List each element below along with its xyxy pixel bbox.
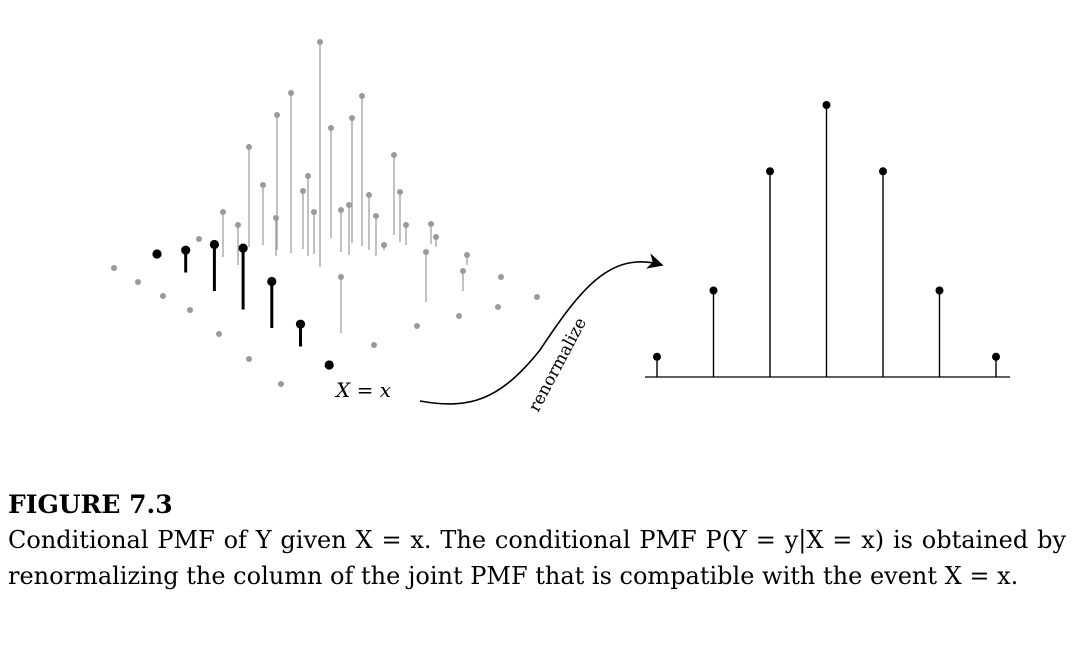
- joint-pmf-point: [381, 242, 387, 248]
- joint-pmf-point: [160, 293, 166, 299]
- joint-pmf-point: [534, 294, 540, 300]
- x-equals-label: X = x: [334, 378, 391, 402]
- joint-pmf-point: [373, 213, 379, 219]
- joint-pmf-point: [397, 189, 403, 195]
- joint-pmf-point: [346, 202, 352, 208]
- caption-body: Conditional PMF of Y given X = x. The co…: [8, 526, 1066, 590]
- joint-pmf-point: [311, 209, 317, 215]
- highlighted-point: [152, 249, 162, 259]
- conditional-pmf-point: [653, 352, 661, 361]
- joint-pmf-point: [456, 313, 462, 319]
- conditional-pmf-stems: [645, 101, 1010, 378]
- highlighted-point: [267, 276, 277, 287]
- joint-pmf-point: [328, 125, 334, 131]
- conditional-pmf-point: [992, 352, 1000, 361]
- joint-pmf-point: [460, 268, 466, 274]
- highlighted-point: [238, 243, 248, 253]
- joint-pmf-point: [246, 144, 252, 150]
- joint-pmf-point: [220, 209, 226, 215]
- joint-pmf-point: [359, 93, 365, 99]
- highlighted-point: [295, 319, 306, 329]
- conditional-pmf-point: [879, 167, 887, 176]
- joint-pmf-point: [464, 252, 470, 258]
- joint-pmf-point: [428, 221, 434, 227]
- joint-pmf-point: [187, 307, 193, 313]
- joint-pmf-point: [111, 265, 117, 271]
- joint-pmf-point: [317, 39, 323, 45]
- joint-pmf-point: [403, 222, 409, 228]
- conditional-pmf-point: [709, 286, 718, 295]
- caption-title: FIGURE 7.3: [8, 490, 173, 519]
- joint-pmf-point: [135, 279, 141, 285]
- joint-pmf-point: [349, 115, 355, 121]
- highlighted-point: [324, 360, 334, 370]
- joint-pmf-point: [433, 234, 439, 240]
- conditional-pmf-point: [822, 101, 831, 109]
- joint-pmf-point: [391, 152, 397, 158]
- joint-pmf-stems: [111, 39, 540, 387]
- renormalize-label: renormalize: [525, 314, 591, 415]
- highlighted-point: [181, 245, 191, 255]
- joint-pmf-point: [338, 274, 344, 280]
- joint-pmf-point: [414, 323, 420, 329]
- joint-pmf-point: [371, 342, 377, 348]
- joint-pmf-point: [235, 222, 241, 228]
- joint-pmf-point: [423, 249, 429, 255]
- conditional-pmf-point: [766, 167, 774, 176]
- joint-pmf-point: [300, 188, 306, 194]
- joint-pmf-point: [338, 207, 344, 213]
- figure-caption: FIGURE 7.3 Conditional PMF of Y given X …: [8, 488, 1066, 594]
- figure-diagram: X = x renormalize: [111, 39, 1010, 415]
- highlighted-point: [209, 239, 219, 250]
- joint-pmf-point: [260, 182, 266, 188]
- joint-pmf-point: [495, 304, 501, 310]
- joint-pmf-point: [196, 236, 202, 242]
- joint-pmf-point: [273, 215, 279, 221]
- joint-pmf-point: [366, 192, 372, 198]
- joint-pmf-point: [216, 331, 222, 337]
- highlighted-column-stems: [152, 239, 334, 370]
- conditional-pmf-point: [935, 286, 944, 295]
- joint-pmf-point: [288, 90, 294, 96]
- joint-pmf-point: [246, 356, 252, 362]
- joint-pmf-point: [305, 173, 311, 179]
- joint-pmf-point: [278, 381, 284, 387]
- renormalize-arrow: [419, 253, 664, 405]
- joint-pmf-point: [274, 112, 280, 118]
- joint-pmf-point: [498, 274, 504, 280]
